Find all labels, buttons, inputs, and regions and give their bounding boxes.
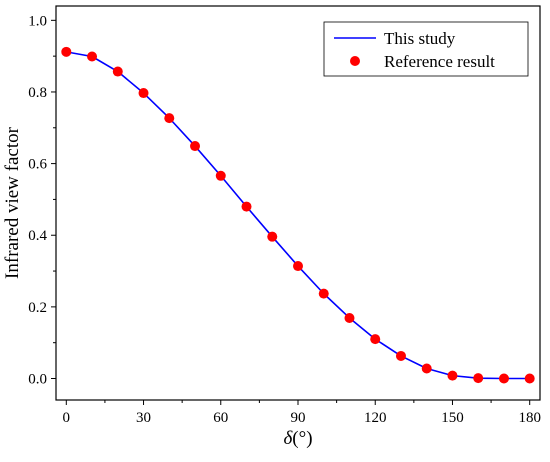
legend-label-reference-result: Reference result: [384, 52, 495, 71]
y-tick-label: 0.4: [28, 228, 47, 244]
data-point-reference-result: [421, 363, 432, 374]
data-point-reference-result: [138, 88, 149, 99]
data-point-reference-result: [447, 370, 458, 381]
y-tick-label: 1.0: [28, 13, 47, 29]
y-tick-label: 0.0: [28, 372, 47, 388]
data-point-reference-result: [241, 201, 252, 212]
data-point-reference-result: [215, 170, 226, 181]
y-tick-label: 0.6: [28, 157, 47, 173]
data-point-reference-result: [190, 141, 201, 152]
data-point-reference-result: [395, 350, 406, 361]
y-tick-label: 0.8: [28, 85, 47, 101]
axis-ticks: 0 30 60 90 120 150 180 0.0 0.2 0.4 0.6 0.8 1.0: [28, 13, 541, 426]
x-tick-label: 180: [518, 410, 541, 426]
data-point-reference-result: [318, 288, 329, 299]
data-point-reference-result: [164, 113, 175, 124]
data-point-reference-result: [61, 46, 72, 57]
x-tick-label: 150: [441, 410, 464, 426]
plot-area: [61, 46, 535, 384]
legend-marker-sample: [350, 56, 360, 66]
data-point-reference-result: [267, 231, 278, 242]
x-tick-label: 120: [364, 410, 387, 426]
x-axis-label-symbol: δ: [283, 428, 293, 449]
data-point-reference-result: [524, 373, 535, 384]
data-point-reference-result: [473, 373, 484, 384]
data-point-reference-result: [498, 373, 509, 384]
data-point-reference-result: [370, 334, 381, 345]
series-line-this-study: [66, 51, 530, 380]
x-axis-label-unit: (°): [292, 428, 312, 449]
data-point-reference-result: [112, 66, 123, 77]
y-tick-label: 0.2: [28, 300, 47, 316]
legend: This study Reference result: [323, 21, 529, 77]
x-tick-label: 0: [63, 410, 71, 426]
x-axis-label: δ(°): [283, 428, 312, 449]
data-point-reference-result: [293, 261, 303, 272]
legend-box: [323, 21, 529, 77]
x-tick-label: 30: [136, 410, 151, 426]
data-point-reference-result: [344, 312, 355, 323]
legend-label-this-study: This study: [384, 29, 456, 48]
data-point-reference-result: [87, 51, 98, 62]
x-tick-label: 60: [213, 410, 228, 426]
y-axis-label: Infrared view factor: [2, 126, 23, 279]
x-tick-label: 90: [291, 410, 306, 426]
